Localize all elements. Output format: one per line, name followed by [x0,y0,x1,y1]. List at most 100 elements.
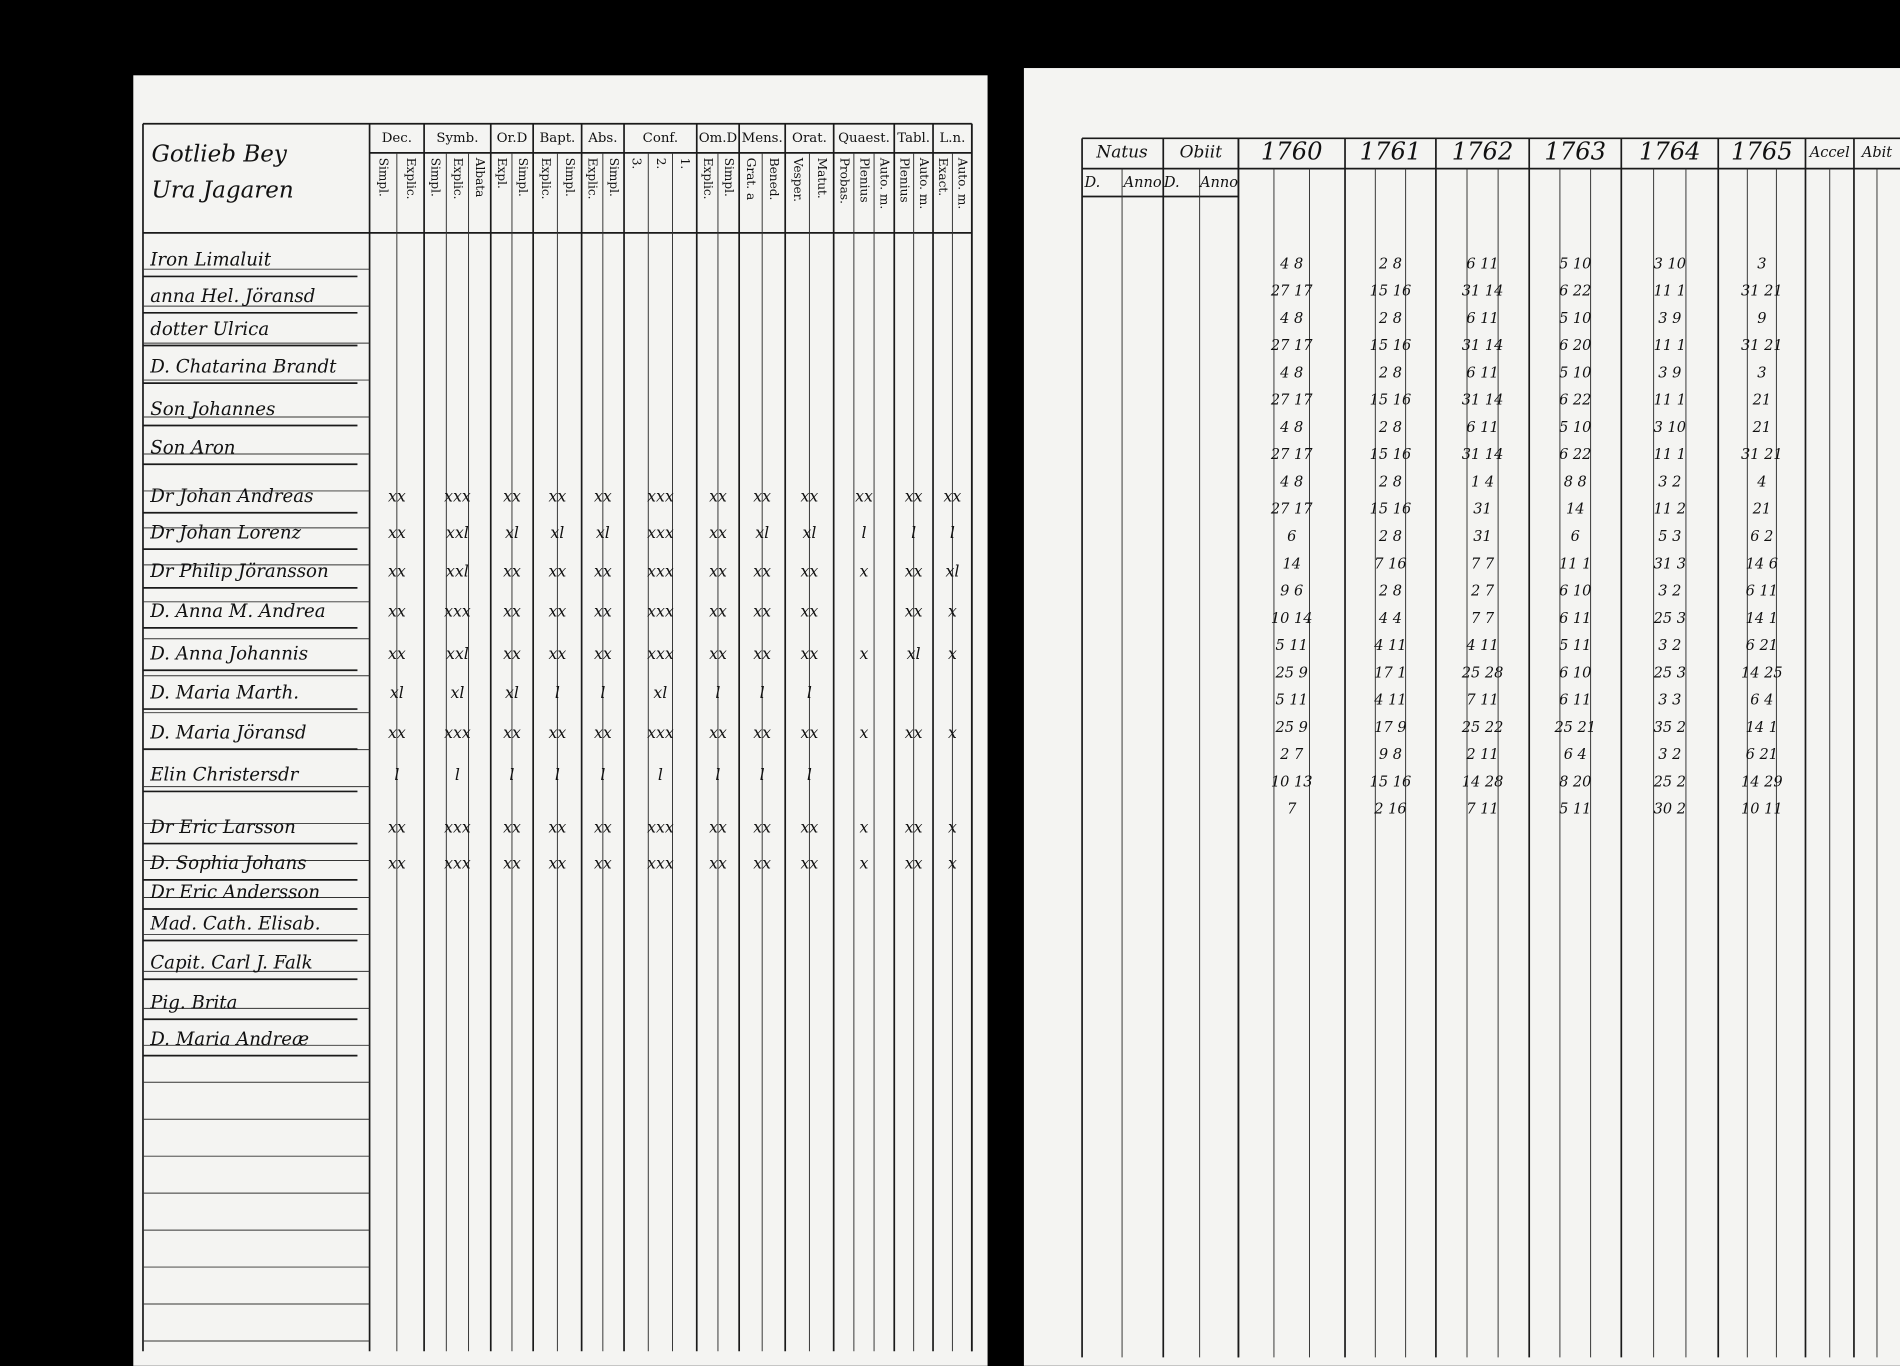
year-entry: 2 7 [1279,747,1304,763]
year-entry: 4 [1756,474,1766,490]
year-header: 1762 [1452,137,1514,165]
year-entry: 5 11 [1276,693,1308,709]
examination-mark: x [860,723,869,742]
column-subheader: Vesper. [791,157,805,202]
year-entry: 14 25 [1741,665,1783,681]
abit-header: Abit [1860,145,1892,161]
year-entry: 2 8 [1378,584,1402,600]
year-entry: 27 17 [1270,284,1313,300]
examination-mark: x [860,562,869,581]
examination-mark: xxx [647,817,674,836]
examination-mark: xxx [444,723,471,742]
accel-header: Accel [1808,145,1850,161]
examination-mark: xx [388,562,406,581]
year-entry: 6 11 [1746,584,1778,600]
year-entry: 25 22 [1461,720,1504,736]
examination-mark: l [509,765,514,784]
examination-mark: xx [801,854,819,873]
examination-mark: l [760,683,765,702]
year-entry: 3 2 [1658,747,1681,763]
examination-mark: l [600,683,605,702]
examination-mark: xl [802,523,816,542]
examination-mark: xl [945,562,959,581]
examination-mark: xl [505,683,519,702]
examination-mark: xxx [647,854,674,873]
year-entry: 4 8 [1279,256,1303,272]
examination-mark: xxx [444,854,471,873]
year-entry: 6 22 [1559,447,1591,463]
year-entry: 10 13 [1271,774,1313,790]
year-entry: 4 8 [1279,365,1303,381]
examination-mark: xl [653,683,667,702]
examination-mark: xx [549,723,567,742]
year-entry: 21 [1752,393,1772,409]
examination-mark: x [860,854,869,873]
examination-mark: xx [503,562,521,581]
year-entry: 5 3 [1658,529,1681,545]
person-name: Dr Johan Andreas [149,486,313,507]
year-header: 1765 [1731,137,1793,165]
column-subheader: Simpl. [377,158,391,197]
person-name: Dr Johan Lorenz [149,522,301,543]
year-entry: 15 16 [1370,774,1412,790]
person-name: Dr Philip Jöransson [149,561,328,582]
examination-mark: x [948,602,957,621]
person-name: D. Anna Johannis [149,644,308,665]
examination-mark: xx [753,723,771,742]
person-name: Dr Eric Andersson [149,882,320,903]
column-subheader: Auto. m. [956,157,970,210]
year-entry: 5 11 [1276,638,1308,654]
column-subheader: Plenius [897,158,911,203]
examination-mark: xl [390,683,404,702]
obiit-header: Obiit [1180,141,1223,161]
year-entry: 3 9 [1658,311,1681,327]
year-entry: 11 1 [1654,338,1686,354]
examination-mark: xl [755,523,769,542]
examination-mark: xx [753,562,771,581]
title-line: Ura Jagaren [151,178,293,204]
column-header: Symb. [436,131,478,146]
column-header: Or.D [497,131,528,146]
year-entry: 4 8 [1279,420,1303,436]
year-entry: 8 8 [1564,474,1587,490]
year-entry: 11 1 [1559,556,1591,572]
examination-mark: xxx [647,723,674,742]
examination-mark: l [950,523,955,542]
examination-mark: l [600,765,605,784]
examination-mark: x [948,854,957,873]
year-entry: 5 11 [1559,802,1591,818]
person-name: D. Chatarina Brandt [149,356,337,377]
examination-mark: l [807,765,812,784]
examination-mark: xx [549,854,567,873]
examination-mark: xxx [444,817,471,836]
examination-mark: xx [801,644,819,663]
obiit-subheader: D. [1163,175,1180,191]
examination-mark: xx [905,486,923,505]
examination-mark: xx [905,817,923,836]
examination-mark: xxx [444,486,471,505]
examination-mark: xx [753,817,771,836]
year-entry: 25 21 [1553,720,1596,736]
year-entry: 1 4 [1471,474,1494,490]
examination-mark: xxl [446,562,469,581]
examination-mark: xx [709,523,727,542]
year-entry: 6 20 [1559,338,1591,354]
year-entry: 14 29 [1741,774,1783,790]
year-entry: 11 1 [1654,393,1686,409]
year-entry: 31 21 [1741,338,1783,354]
examination-mark: xx [855,486,873,505]
year-entry: 6 2 [1750,529,1773,545]
examination-mark: l [555,683,560,702]
examination-mark: xl [596,523,610,542]
year-entry: 25 9 [1275,665,1308,681]
year-entry: 6 21 [1746,638,1778,654]
person-name: Dr Eric Larsson [149,817,296,838]
year-entry: 2 8 [1378,420,1402,436]
column-subheader: Explic. [539,158,553,200]
year-entry: 7 [1287,802,1297,818]
column-subheader: 2. [654,158,668,170]
column-subheader: Simpl. [516,158,530,197]
examination-mark: xx [801,562,819,581]
year-entry: 31 14 [1462,338,1504,354]
